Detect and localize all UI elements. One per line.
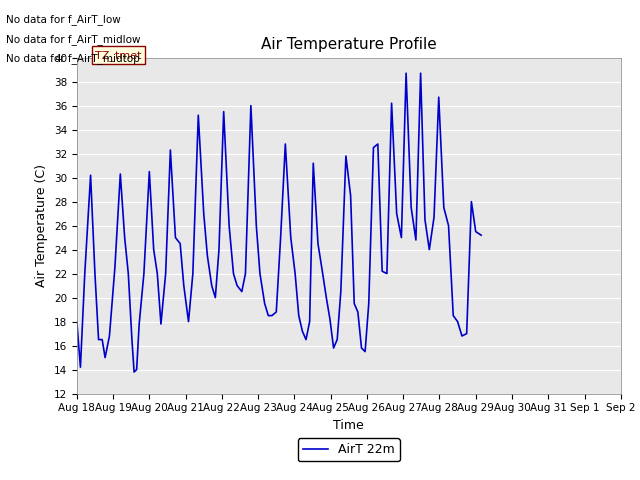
Text: No data for f_AirT_low: No data for f_AirT_low (6, 14, 121, 25)
AirT 22m (347, 193, 355, 199)
Text: No data for f_AirT_midlow: No data for f_AirT_midlow (6, 34, 141, 45)
AirT 22m (73, 319, 81, 324)
AirT 22m (145, 169, 153, 175)
Y-axis label: Air Temperature (C): Air Temperature (C) (35, 164, 48, 287)
Line: AirT 22m: AirT 22m (77, 73, 481, 372)
AirT 22m (131, 369, 138, 375)
AirT 22m (370, 145, 378, 151)
Text: No data for f_AirT_midtop: No data for f_AirT_midtop (6, 53, 140, 64)
AirT 22m (403, 71, 410, 76)
Title: Air Temperature Profile: Air Temperature Profile (261, 37, 436, 52)
AirT 22m (477, 232, 485, 238)
AirT 22m (91, 271, 99, 276)
Legend: AirT 22m: AirT 22m (298, 438, 399, 461)
AirT 22m (354, 309, 362, 315)
Text: TZ_tmet: TZ_tmet (95, 49, 141, 60)
AirT 22m (365, 300, 372, 307)
X-axis label: Time: Time (333, 419, 364, 432)
